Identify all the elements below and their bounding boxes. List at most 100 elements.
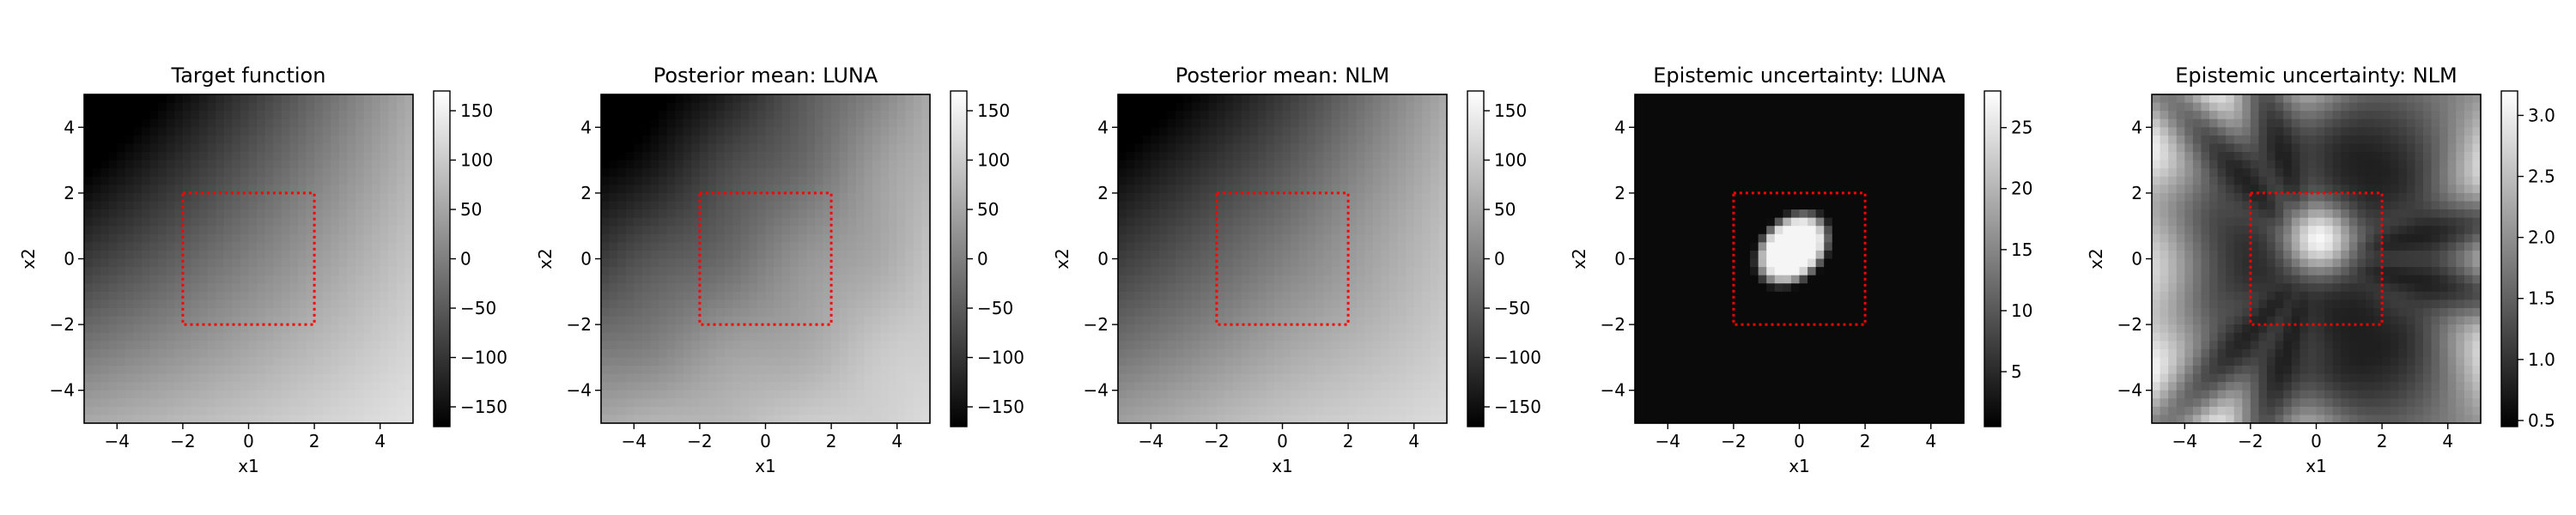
heatmap-cell <box>84 406 94 416</box>
heatmap-cell <box>732 168 742 178</box>
heatmap-cell <box>166 398 175 408</box>
heatmap-cell <box>848 332 857 342</box>
heatmap-cell <box>864 390 873 399</box>
colorbar-tick-label: −100 <box>460 348 507 368</box>
heatmap-cell <box>1750 102 1759 112</box>
heatmap-cell <box>831 291 841 300</box>
heatmap-cell <box>905 406 914 416</box>
heatmap-cell <box>322 382 331 391</box>
heatmap-cell <box>1167 348 1176 358</box>
heatmap-cell <box>708 398 717 408</box>
heatmap-cell <box>641 233 652 243</box>
heatmap-cell <box>1134 283 1144 293</box>
heatmap-cell <box>921 143 931 153</box>
heatmap-cell <box>905 201 914 210</box>
heatmap-cell <box>223 300 233 309</box>
heatmap-cell <box>1266 160 1275 169</box>
heatmap-cell <box>814 267 824 276</box>
heatmap-cell <box>921 176 931 185</box>
heatmap-cell <box>839 201 848 210</box>
heatmap-cell <box>174 307 184 318</box>
heatmap-cell <box>905 127 914 136</box>
heatmap-cell <box>896 168 906 178</box>
heatmap-cell <box>1406 152 1415 161</box>
heatmap-cell <box>831 267 841 276</box>
heatmap-cell <box>855 185 865 194</box>
heatmap-cell <box>264 365 274 375</box>
heatmap-cell <box>1208 94 1218 104</box>
heatmap-cell <box>1273 201 1284 210</box>
heatmap-cell <box>675 209 684 219</box>
heatmap-cell <box>831 176 841 185</box>
heatmap-cell <box>1134 267 1144 276</box>
heatmap-cell <box>1422 94 1431 104</box>
heatmap-cell <box>281 300 290 309</box>
heatmap-cell <box>839 209 848 219</box>
heatmap-cell <box>601 348 611 358</box>
heatmap-cell <box>749 143 758 153</box>
heatmap-cell <box>732 382 742 391</box>
heatmap-cell <box>372 143 381 153</box>
heatmap-cell <box>372 209 381 219</box>
heatmap-cell <box>1176 201 1185 210</box>
heatmap-cell <box>634 307 643 318</box>
heatmap-cell <box>839 102 848 112</box>
heatmap-cell <box>1273 250 1284 260</box>
heatmap-cell <box>223 348 233 358</box>
heatmap-cell <box>1224 152 1234 161</box>
heatmap-cell <box>1438 242 1448 251</box>
heatmap-cell <box>666 135 676 145</box>
heatmap-cell <box>683 160 692 169</box>
heatmap-cell <box>1282 94 1291 104</box>
heatmap-cell <box>756 348 767 358</box>
heatmap-cell <box>331 127 340 136</box>
heatmap-cell <box>1158 209 1169 219</box>
heatmap-cell <box>1200 324 1209 334</box>
heatmap-cell <box>174 160 184 169</box>
heatmap-cell <box>257 357 266 367</box>
heatmap-cell <box>1249 382 1259 391</box>
heatmap-cell <box>191 160 200 169</box>
heatmap-cell <box>1183 283 1193 293</box>
heatmap-cell <box>683 307 692 318</box>
heatmap-cell <box>617 316 627 325</box>
heatmap-cell <box>896 118 906 128</box>
heatmap-cell <box>740 201 750 210</box>
heatmap-cell <box>289 217 299 227</box>
heatmap-cell <box>839 415 848 424</box>
heatmap-cell <box>659 382 668 391</box>
heatmap-cell <box>1233 415 1242 424</box>
heatmap-cell <box>363 152 373 161</box>
heatmap-cell <box>380 143 389 153</box>
heatmap-cell <box>1406 94 1415 104</box>
heatmap-cell <box>338 250 348 260</box>
heatmap-cell <box>182 291 192 300</box>
heatmap-cell <box>814 373 824 383</box>
heatmap-cell <box>1422 324 1431 334</box>
heatmap-cell <box>100 192 110 203</box>
heatmap-cell <box>1422 283 1431 293</box>
heatmap-cell <box>331 102 340 112</box>
heatmap-cell <box>1372 332 1382 342</box>
heatmap-cell <box>306 209 315 219</box>
heatmap-cell <box>1134 168 1144 178</box>
heatmap-cell <box>322 365 331 375</box>
heatmap-cell <box>1233 185 1242 194</box>
heatmap-cell <box>388 143 398 153</box>
heatmap-cell <box>864 382 873 391</box>
heatmap-cell <box>191 275 200 284</box>
heatmap-cell <box>133 209 143 219</box>
heatmap-cell <box>191 332 200 342</box>
heatmap-cell <box>355 267 365 276</box>
heatmap-cell <box>125 233 135 243</box>
heatmap-cell <box>781 226 791 235</box>
heatmap-cell <box>1422 209 1431 219</box>
heatmap-cell <box>781 373 791 383</box>
heatmap-cell <box>248 209 258 219</box>
heatmap-cell <box>372 135 381 145</box>
heatmap-cell <box>1151 143 1160 153</box>
heatmap-cell <box>790 307 799 318</box>
heatmap-cell <box>666 102 676 112</box>
heatmap-cell <box>1413 324 1423 334</box>
heatmap-cell <box>724 152 733 161</box>
